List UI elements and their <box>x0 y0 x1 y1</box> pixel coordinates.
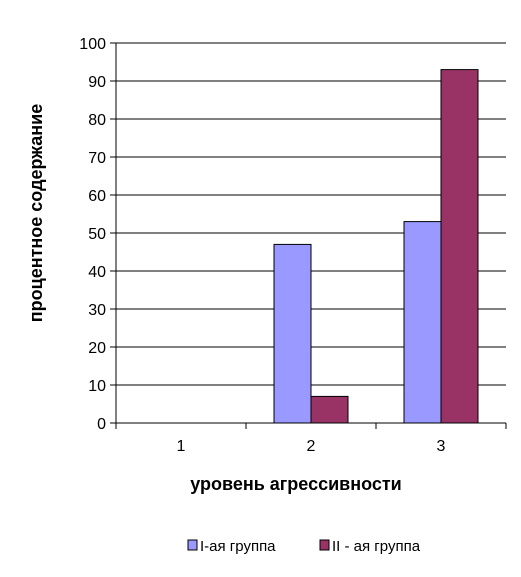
y-tick-labels: 0 10 20 30 40 50 60 70 80 90 100 <box>79 36 106 433</box>
legend-swatch <box>187 539 198 551</box>
y-tick-label: 100 <box>79 36 106 53</box>
bars <box>273 69 479 424</box>
y-tick-label: 70 <box>88 150 106 167</box>
y-tick-label: 90 <box>88 74 106 91</box>
gridlines <box>116 42 506 386</box>
y-tick-label: 40 <box>88 264 106 281</box>
x-tick-label: 1 <box>177 438 186 455</box>
y-tick-label: 60 <box>88 188 106 205</box>
legend-item-2: II - ая группа <box>319 538 421 555</box>
axes <box>110 42 507 429</box>
y-axis-title: процентное содержание <box>26 104 46 322</box>
legend-item-1: I-ая группа <box>187 538 276 555</box>
y-tick-label: 30 <box>88 302 106 319</box>
legend: I-ая группа II - ая группа <box>187 538 421 555</box>
y-tick-label: 80 <box>88 112 106 129</box>
legend-label: II - ая группа <box>332 538 421 555</box>
legend-label: I-ая группа <box>200 538 276 555</box>
x-tick-label: 2 <box>307 438 316 455</box>
x-tick-label: 3 <box>437 438 446 455</box>
x-tick-labels: 1 2 3 <box>177 438 446 455</box>
bar-series-2-category-2 <box>310 395 349 424</box>
bar-series-2-category-3 <box>440 69 479 424</box>
x-axis-title: уровень агрессивности <box>190 474 402 494</box>
legend-swatch <box>319 539 330 551</box>
y-tick-label: 20 <box>88 340 106 357</box>
y-tick-label: 0 <box>97 416 106 433</box>
bar-series-1-category-3 <box>403 221 442 424</box>
y-tick-label: 10 <box>88 378 106 395</box>
bar-series-1-category-2 <box>273 243 312 424</box>
y-tick-label: 50 <box>88 226 106 243</box>
